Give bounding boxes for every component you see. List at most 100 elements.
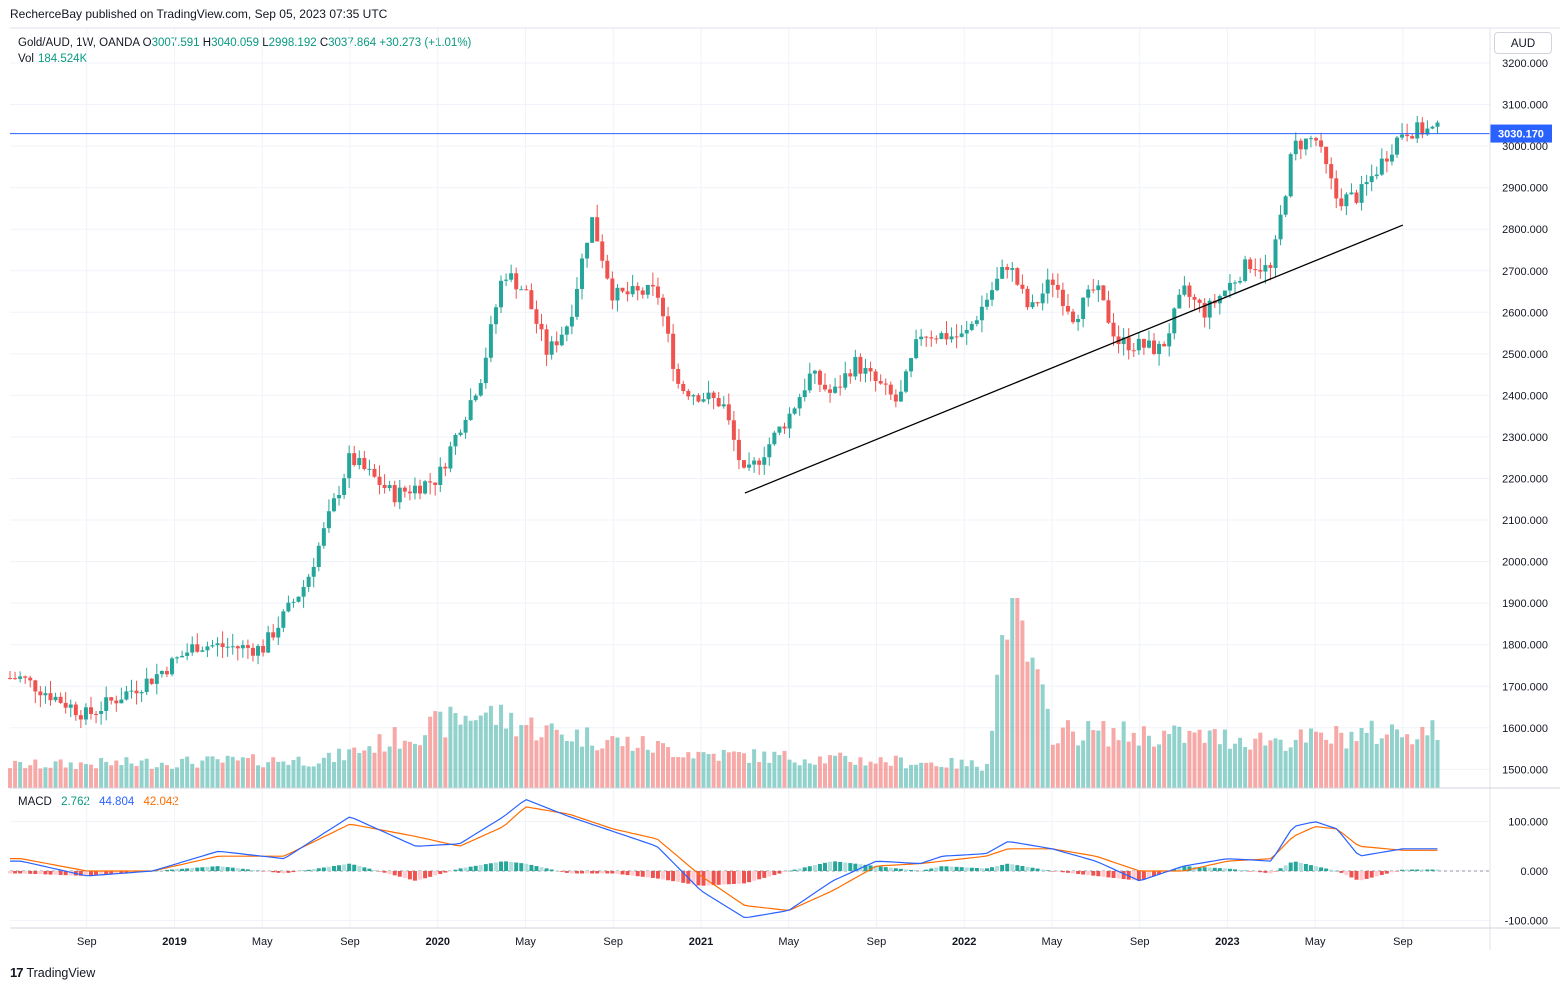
- macd-hist-bar: [134, 871, 139, 873]
- macd-hist-bar: [433, 871, 438, 876]
- currency-button[interactable]: AUD: [1494, 32, 1552, 54]
- macd-hist-bar: [721, 871, 726, 885]
- macd-hist-bar: [893, 868, 898, 871]
- volume-bar: [898, 757, 903, 788]
- macd-hist-bar: [18, 871, 23, 874]
- macd-hist-bar: [377, 871, 382, 872]
- candle-body: [276, 627, 281, 638]
- candle-body: [909, 358, 914, 372]
- volume-bar: [909, 764, 914, 788]
- volume-bar: [291, 760, 296, 788]
- candle-body: [1157, 343, 1162, 354]
- candle-body: [559, 334, 564, 346]
- price-axis: 3200.000 3100.000 3000.000 2900.000 2800.000…: [1502, 58, 1548, 927]
- macd-hist-bar: [210, 866, 215, 871]
- trendline: [744, 224, 1404, 494]
- macd-hist-bar: [898, 868, 903, 871]
- volume-bar: [544, 725, 549, 788]
- volume-bar: [281, 761, 286, 788]
- macd-hist-bar: [741, 871, 746, 884]
- candle-body: [99, 711, 104, 714]
- volume-bar: [701, 752, 706, 788]
- candle-body: [1091, 289, 1096, 291]
- macd-hist-bar: [1020, 866, 1025, 871]
- time-tick-label: Sep: [340, 936, 360, 948]
- volume-bar: [782, 750, 787, 788]
- volume-bar: [1314, 731, 1319, 788]
- volume-bar: [625, 736, 630, 788]
- volume-bar: [124, 757, 129, 788]
- volume-bar: [235, 760, 240, 788]
- volume-bar: [367, 746, 372, 788]
- macd-hist-bar: [1339, 871, 1344, 873]
- candle-body: [1339, 198, 1344, 207]
- vol-label[interactable]: Vol: [18, 53, 34, 65]
- candle-body: [964, 329, 969, 334]
- macd-hist-bar: [83, 871, 88, 876]
- macd-hist-bar: [493, 862, 498, 871]
- volume-bar: [488, 705, 493, 788]
- candle-body: [782, 426, 787, 429]
- volume-row: Vol 184.524K: [18, 51, 471, 67]
- volume-bar: [554, 729, 559, 788]
- price-tick-label: 3000.000: [1502, 141, 1548, 153]
- macd-hist-bar: [1000, 864, 1005, 871]
- volume-bar: [1238, 737, 1243, 788]
- volume-bar: [777, 755, 782, 788]
- macd-hist-bar: [792, 869, 797, 871]
- candle-body: [261, 645, 266, 653]
- candle-body: [625, 291, 630, 295]
- volume-bar: [676, 757, 681, 788]
- volume-bar: [853, 764, 858, 788]
- time-tick-label: Sep: [77, 936, 97, 948]
- candle-body: [225, 646, 230, 648]
- grid-lines: [10, 28, 1490, 928]
- volume-bar: [73, 769, 78, 788]
- macd-hist-bar: [1308, 865, 1313, 871]
- candle-body: [828, 389, 833, 393]
- volume-bar: [94, 768, 99, 788]
- footer[interactable]: 17 TradingView: [10, 965, 95, 980]
- candle-body: [1197, 299, 1202, 303]
- volume-bar: [104, 761, 109, 788]
- volume-bar: [149, 768, 154, 788]
- volume-bar: [499, 704, 504, 788]
- volume-bar: [463, 715, 468, 788]
- candle-body: [1177, 294, 1182, 309]
- volume-bar: [747, 762, 752, 788]
- macd-hist-bar: [833, 861, 838, 871]
- candle-body: [1293, 140, 1298, 155]
- volume-bar: [28, 765, 33, 788]
- candle-body: [433, 482, 438, 485]
- candle-body: [499, 280, 504, 308]
- candle-body: [767, 444, 772, 458]
- macd-hist-bar: [539, 867, 544, 871]
- volume-bar: [1050, 744, 1055, 788]
- candle-body: [1182, 285, 1187, 295]
- candle-body: [326, 511, 331, 529]
- macd-label[interactable]: MACD: [18, 796, 52, 808]
- symbol-label[interactable]: Gold/AUD, 1W, OANDA: [18, 37, 140, 49]
- macd-hist-bar: [1400, 869, 1405, 871]
- volume-bar: [1177, 726, 1182, 788]
- volume-bar: [1096, 730, 1101, 788]
- candle-body: [615, 287, 620, 301]
- macd-hist-bar: [387, 871, 392, 875]
- macd-hist-bar: [777, 871, 782, 874]
- macd-hist-bar: [969, 867, 974, 871]
- macd-hist-bar: [883, 867, 888, 871]
- candle-body: [914, 339, 919, 359]
- candle-body: [78, 715, 83, 720]
- candle-body: [1121, 337, 1126, 345]
- candle-body: [600, 241, 605, 261]
- candle-body: [736, 439, 741, 461]
- candle-body: [1207, 300, 1212, 318]
- candle-body: [574, 288, 579, 317]
- macd-hist-bar: [681, 871, 686, 883]
- volume-bar: [924, 762, 929, 788]
- volume-bar: [382, 751, 387, 788]
- volume-bar: [914, 764, 919, 788]
- volume-bar: [1101, 721, 1106, 788]
- macd-hist-bar: [1015, 865, 1020, 871]
